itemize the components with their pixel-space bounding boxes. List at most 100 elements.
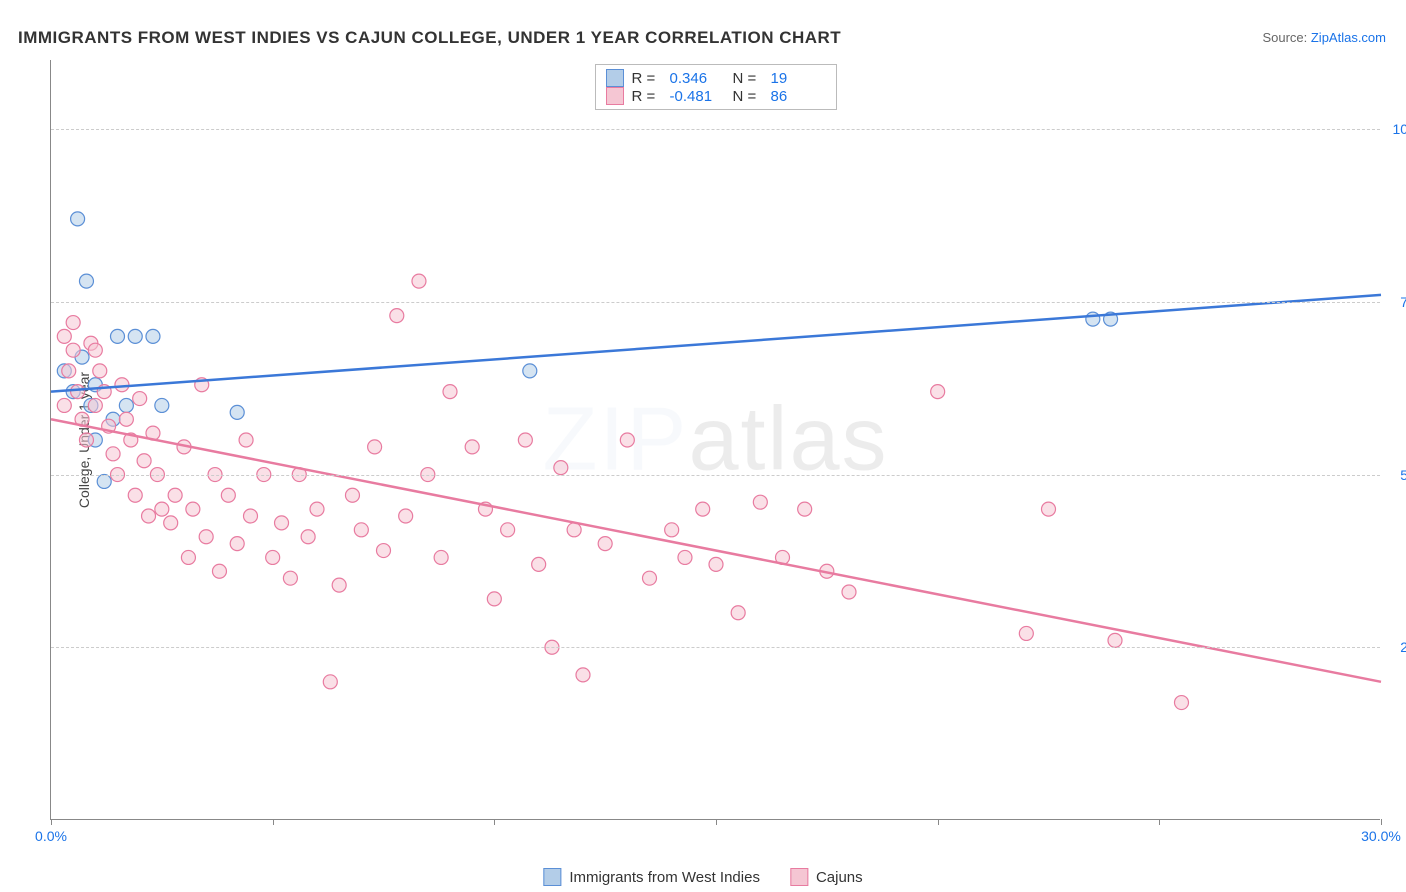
- data-point: [128, 488, 142, 502]
- chart-area: College, Under 1 year ZIPatlas R = 0.346…: [50, 60, 1380, 820]
- data-point: [368, 440, 382, 454]
- data-point: [412, 274, 426, 288]
- data-point: [119, 398, 133, 412]
- data-point: [567, 523, 581, 537]
- data-point: [310, 502, 324, 516]
- data-point: [111, 329, 125, 343]
- data-point: [696, 502, 710, 516]
- data-point: [186, 502, 200, 516]
- gridline: [51, 129, 1380, 130]
- legend-swatch-icon: [790, 868, 808, 886]
- data-point: [66, 316, 80, 330]
- x-tick-label: 0.0%: [35, 828, 67, 844]
- data-point: [106, 447, 120, 461]
- data-point: [518, 433, 532, 447]
- data-point: [283, 571, 297, 585]
- data-point: [709, 557, 723, 571]
- data-point: [181, 550, 195, 564]
- data-point: [66, 343, 80, 357]
- data-point: [523, 364, 537, 378]
- y-tick-label: 75.0%: [1400, 294, 1406, 310]
- data-point: [798, 502, 812, 516]
- data-point: [753, 495, 767, 509]
- data-point: [71, 212, 85, 226]
- data-point: [731, 606, 745, 620]
- data-point: [88, 343, 102, 357]
- data-point: [1086, 312, 1100, 326]
- legend-swatch-icon: [543, 868, 561, 886]
- data-point: [244, 509, 258, 523]
- data-point: [443, 385, 457, 399]
- data-point: [230, 405, 244, 419]
- x-tick-mark: [494, 819, 495, 825]
- data-point: [598, 537, 612, 551]
- data-point: [643, 571, 657, 585]
- trend-line: [51, 295, 1381, 392]
- data-point: [221, 488, 235, 502]
- data-point: [1042, 502, 1056, 516]
- y-tick-label: 25.0%: [1400, 639, 1406, 655]
- data-point: [142, 509, 156, 523]
- data-point: [487, 592, 501, 606]
- data-point: [137, 454, 151, 468]
- source-prefix: Source:: [1262, 30, 1310, 45]
- data-point: [57, 329, 71, 343]
- legend-item: Cajuns: [790, 868, 863, 886]
- data-point: [1175, 696, 1189, 710]
- data-point: [97, 474, 111, 488]
- gridline: [51, 647, 1380, 648]
- data-point: [199, 530, 213, 544]
- data-point: [576, 668, 590, 682]
- data-point: [465, 440, 479, 454]
- data-point: [532, 557, 546, 571]
- scatter-plot: [51, 60, 1380, 819]
- trend-line: [51, 419, 1381, 682]
- legend-label: Immigrants from West Indies: [569, 869, 760, 886]
- data-point: [79, 274, 93, 288]
- data-point: [501, 523, 515, 537]
- data-point: [390, 309, 404, 323]
- x-tick-mark: [1159, 819, 1160, 825]
- x-tick-label: 30.0%: [1361, 828, 1401, 844]
- data-point: [434, 550, 448, 564]
- data-point: [678, 550, 692, 564]
- data-point: [399, 509, 413, 523]
- data-point: [301, 530, 315, 544]
- x-tick-mark: [1381, 819, 1382, 825]
- data-point: [332, 578, 346, 592]
- x-tick-mark: [273, 819, 274, 825]
- data-point: [665, 523, 679, 537]
- data-point: [133, 392, 147, 406]
- data-point: [88, 398, 102, 412]
- data-point: [115, 378, 129, 392]
- source-link[interactable]: ZipAtlas.com: [1311, 30, 1386, 45]
- source-label: Source: ZipAtlas.com: [1262, 30, 1386, 45]
- y-tick-label: 100.0%: [1393, 121, 1406, 137]
- data-point: [842, 585, 856, 599]
- data-point: [323, 675, 337, 689]
- data-point: [266, 550, 280, 564]
- data-point: [275, 516, 289, 530]
- data-point: [620, 433, 634, 447]
- data-point: [79, 433, 93, 447]
- y-tick-label: 50.0%: [1400, 467, 1406, 483]
- data-point: [128, 329, 142, 343]
- data-point: [119, 412, 133, 426]
- data-point: [230, 537, 244, 551]
- x-tick-mark: [51, 819, 52, 825]
- data-point: [155, 502, 169, 516]
- data-point: [931, 385, 945, 399]
- gridline: [51, 302, 1380, 303]
- data-point: [1108, 633, 1122, 647]
- data-point: [239, 433, 253, 447]
- data-point: [164, 516, 178, 530]
- series-legend: Immigrants from West Indies Cajuns: [543, 868, 862, 886]
- data-point: [354, 523, 368, 537]
- data-point: [345, 488, 359, 502]
- data-point: [554, 461, 568, 475]
- data-point: [71, 385, 85, 399]
- chart-title: IMMIGRANTS FROM WEST INDIES VS CAJUN COL…: [18, 28, 841, 48]
- x-tick-mark: [716, 819, 717, 825]
- data-point: [212, 564, 226, 578]
- data-point: [93, 364, 107, 378]
